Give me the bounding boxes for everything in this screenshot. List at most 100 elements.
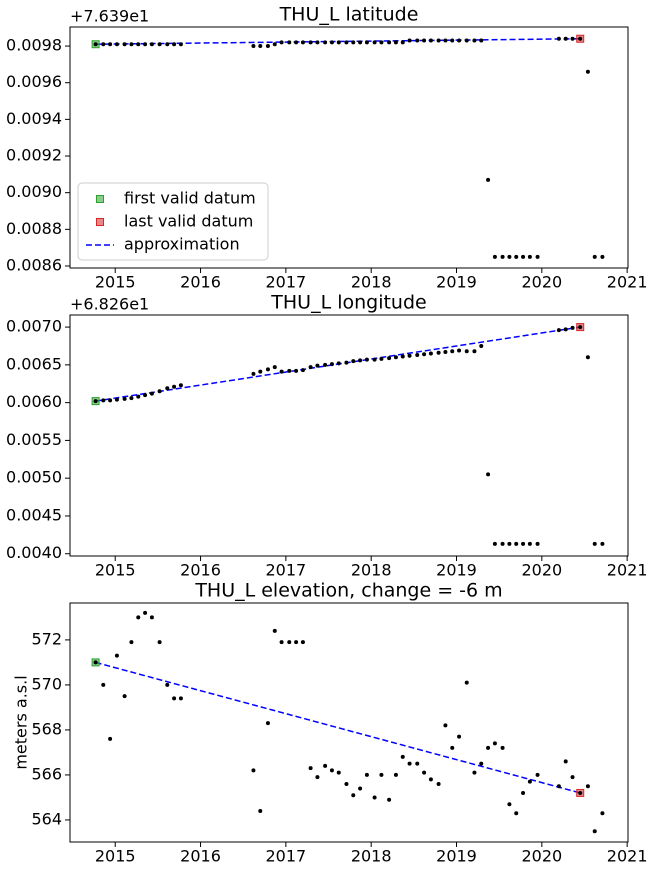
data-point xyxy=(393,40,398,45)
data-point xyxy=(149,615,154,620)
y-tick-label: 568 xyxy=(31,719,62,738)
data-point xyxy=(287,40,292,45)
data-point xyxy=(143,393,148,398)
data-point xyxy=(556,36,561,41)
data-point xyxy=(464,349,469,354)
x-tick-label: 2021 xyxy=(607,273,648,292)
x-tick-label: 2018 xyxy=(351,561,392,580)
x-tick-label: 2017 xyxy=(266,561,307,580)
x-tick-label: 2015 xyxy=(95,847,136,866)
data-point xyxy=(527,779,532,784)
data-point xyxy=(265,44,270,49)
data-point xyxy=(364,772,369,777)
data-point xyxy=(415,38,420,43)
data-point xyxy=(570,775,575,780)
data-point xyxy=(143,42,148,47)
data-point xyxy=(521,790,526,795)
x-tick-label: 2021 xyxy=(607,847,648,866)
data-point xyxy=(308,40,313,45)
data-point xyxy=(443,38,448,43)
data-point xyxy=(372,40,377,45)
legend-label: first valid datum xyxy=(124,189,256,208)
data-point xyxy=(364,357,369,362)
data-point xyxy=(351,793,356,798)
y-axis-label: meters a.s.l xyxy=(12,675,31,769)
data-point xyxy=(436,350,441,355)
chart-title: THU_L longitude xyxy=(270,292,426,314)
data-point xyxy=(578,325,583,330)
data-point xyxy=(294,368,299,373)
data-point xyxy=(344,40,349,45)
data-point xyxy=(472,349,477,354)
data-point xyxy=(527,254,532,259)
data-point xyxy=(294,640,299,645)
y-tick-label: 566 xyxy=(31,764,62,783)
data-point xyxy=(351,359,356,364)
y-tick-label: 0.0040 xyxy=(6,543,62,562)
plot-area xyxy=(69,602,629,843)
data-point xyxy=(165,42,170,47)
data-point xyxy=(428,351,433,356)
data-point xyxy=(379,772,384,777)
data-point xyxy=(344,360,349,365)
data-point xyxy=(486,472,491,477)
data-point xyxy=(323,40,328,45)
y-tick-label: 570 xyxy=(31,674,62,693)
data-point xyxy=(287,640,292,645)
x-tick-label: 2019 xyxy=(436,847,477,866)
data-point xyxy=(172,696,177,701)
data-point xyxy=(479,761,484,766)
data-point xyxy=(329,40,334,45)
data-point xyxy=(251,371,256,376)
data-point xyxy=(114,653,119,658)
data-point xyxy=(258,44,263,49)
data-point xyxy=(472,38,477,43)
data-point xyxy=(492,254,497,259)
data-point xyxy=(351,40,356,45)
data-point xyxy=(93,660,98,665)
data-point xyxy=(101,42,106,47)
data-point xyxy=(323,362,328,367)
data-point xyxy=(258,369,263,374)
y-tick-label: 572 xyxy=(31,629,62,648)
data-point xyxy=(387,797,392,802)
data-point xyxy=(472,770,477,775)
data-point xyxy=(400,754,405,759)
y-tick-label: 0.0094 xyxy=(6,109,62,128)
data-point xyxy=(315,775,320,780)
data-point xyxy=(165,682,170,687)
data-point xyxy=(122,396,127,401)
data-point xyxy=(101,398,106,403)
data-point xyxy=(358,40,363,45)
data-point xyxy=(149,42,154,47)
data-point xyxy=(114,397,119,402)
data-point xyxy=(157,42,162,47)
data-point xyxy=(400,354,405,359)
data-point xyxy=(372,795,377,800)
chart-title: THU_L elevation, change = -6 m xyxy=(194,580,502,602)
data-point xyxy=(172,42,177,47)
y-tick-label: 0.0050 xyxy=(6,468,62,487)
data-point xyxy=(514,254,519,259)
data-point xyxy=(592,829,597,834)
data-point xyxy=(178,696,183,701)
data-point xyxy=(514,541,519,546)
data-point xyxy=(507,541,512,546)
data-point xyxy=(556,784,561,789)
y-tick-label: 0.0070 xyxy=(6,317,62,336)
data-point xyxy=(258,808,263,813)
data-point xyxy=(563,327,568,332)
x-tick-label: 2017 xyxy=(266,273,307,292)
y-tick-label: 0.0090 xyxy=(6,182,62,201)
data-point xyxy=(443,723,448,728)
data-point xyxy=(344,781,349,786)
data-point xyxy=(165,386,170,391)
data-point xyxy=(300,40,305,45)
data-point xyxy=(457,348,462,353)
data-point xyxy=(457,734,462,739)
data-point xyxy=(521,541,526,546)
data-point xyxy=(279,40,284,45)
y-tick-label: 0.0088 xyxy=(6,219,62,238)
x-tick-label: 2016 xyxy=(180,561,221,580)
legend-box xyxy=(77,182,269,261)
